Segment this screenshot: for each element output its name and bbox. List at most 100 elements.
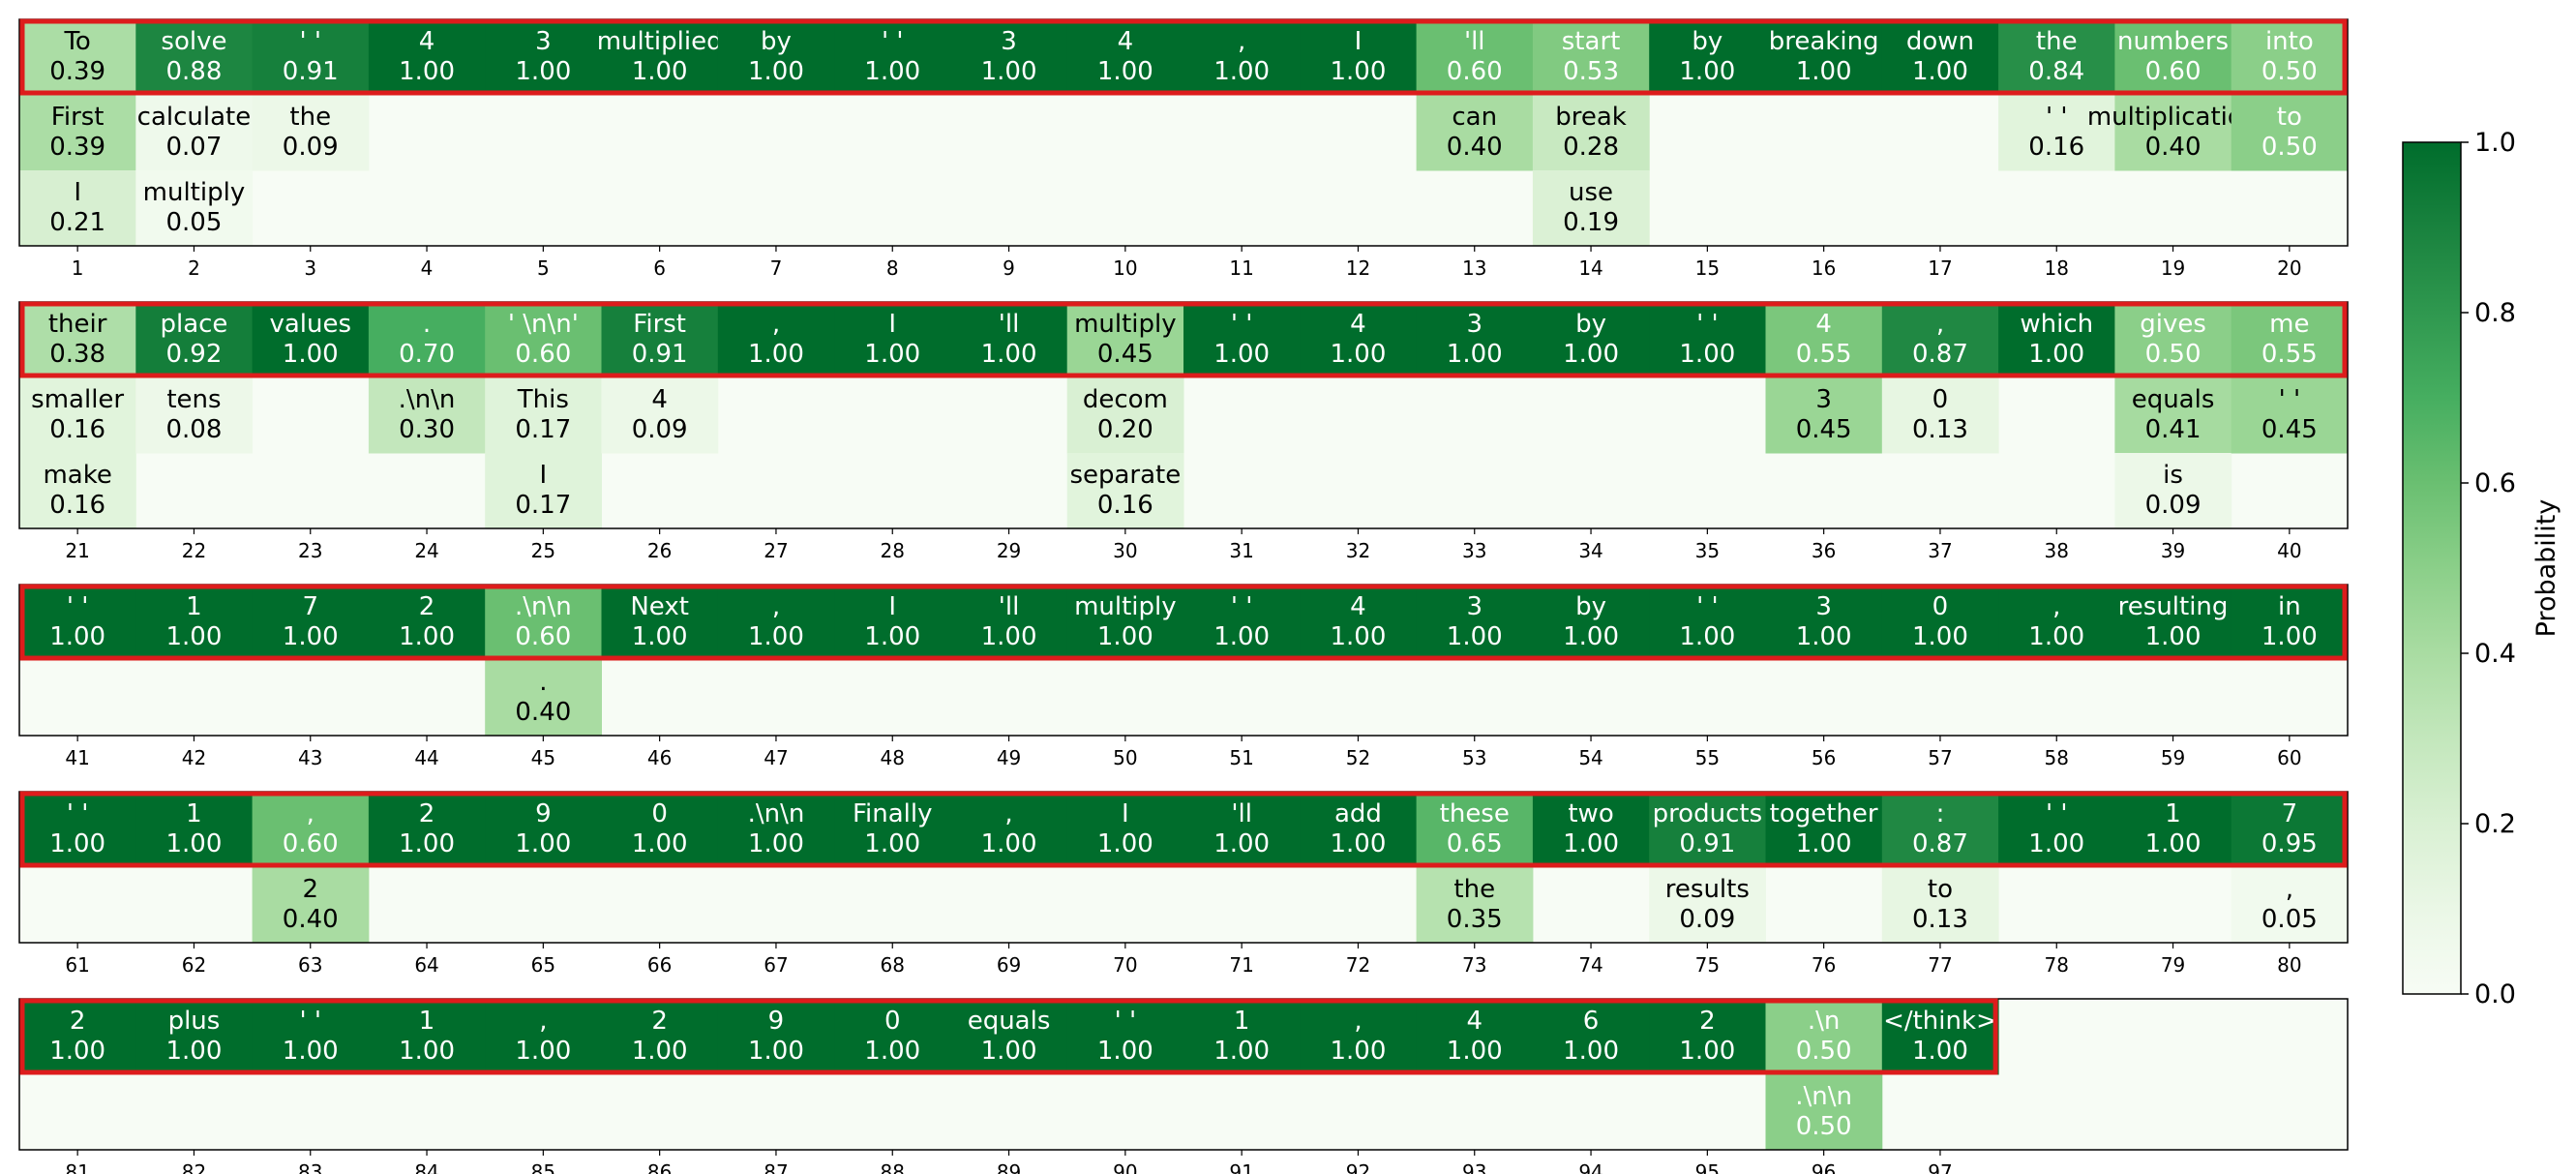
cell-token-label: into [2265, 27, 2314, 56]
heatmap-cell [485, 999, 602, 1075]
position-index-label: 65 [531, 953, 555, 977]
cell-token-label: numbers [2117, 27, 2229, 56]
cell-token-label: ' \n\n' [508, 310, 579, 339]
heatmap-cell [1066, 302, 1184, 378]
position-index-label: 11 [1229, 256, 1253, 280]
heatmap-cell [1649, 19, 1766, 96]
cell-probability-label: 1.00 [1331, 57, 1387, 86]
cell-token-label: ' ' [2279, 385, 2301, 414]
cell-probability-label: 0.53 [1563, 57, 1619, 86]
position-index-label: 69 [997, 953, 1021, 977]
heatmap-cell [252, 302, 370, 378]
cell-token-label: solve [161, 27, 226, 56]
position-index-label: 87 [764, 1160, 788, 1174]
cell-probability-label: 0.88 [166, 57, 223, 86]
position-index-label: 86 [647, 1160, 672, 1174]
cell-probability-label: 1.00 [1331, 340, 1387, 369]
heatmap-cell [368, 792, 486, 868]
cell-probability-label: 1.00 [748, 340, 804, 369]
cell-probability-label: 0.05 [2261, 905, 2318, 934]
heatmap-cell [1416, 792, 1534, 868]
cell-token-label: 'll [1231, 799, 1252, 828]
position-index-label: 41 [65, 746, 89, 769]
position-index-label: 5 [537, 256, 550, 280]
cell-probability-label: 0.07 [166, 133, 223, 162]
heatmap-cell [1183, 585, 1301, 661]
cell-token-label: ' ' [299, 27, 321, 56]
heatmap-cell [1066, 999, 1184, 1075]
colorbar: 0.0 0.2 0.4 0.6 0.8 1.0 Probability [2402, 128, 2561, 1009]
cell-probability-label: 1.00 [1563, 829, 1619, 858]
cell-token-label: ' ' [2046, 103, 2068, 132]
cell-token-label: 4 [651, 385, 668, 414]
position-index-label: 1 [72, 256, 84, 280]
cell-token-label: To [63, 27, 90, 56]
cell-probability-label: 1.00 [864, 1037, 920, 1066]
cell-probability-label: 0.39 [49, 57, 105, 86]
heatmap-cell [135, 170, 254, 247]
position-index-label: 6 [653, 256, 666, 280]
cell-token-label: 2 [419, 592, 435, 621]
position-index-label: 66 [647, 953, 672, 977]
cell-token-label: place [160, 310, 227, 339]
position-index-label: 84 [414, 1160, 438, 1174]
panel-2: their0.38smaller0.16make0.16place0.92ten… [18, 301, 2349, 562]
cell-token-label: multiply [1074, 310, 1177, 339]
cell-token-label: 3 [1001, 27, 1017, 56]
cell-token-label: , [1238, 27, 1245, 56]
heatmap-cell [1416, 95, 1534, 171]
heatmap-cell [252, 867, 370, 944]
position-index-label: 97 [1928, 1160, 1952, 1174]
heatmap-cell [1649, 867, 1766, 944]
position-index-label: 39 [2161, 539, 2185, 562]
cell-probability-label: 0.40 [2145, 133, 2202, 162]
cell-probability-label: 0.70 [399, 340, 455, 369]
cell-probability-label: 1.00 [399, 57, 455, 86]
heatmap-cell [1416, 867, 1534, 944]
position-index-label: 8 [886, 256, 899, 280]
heatmap-cell [717, 302, 835, 378]
position-index-label: 29 [997, 539, 1021, 562]
cell-probability-label: 0.30 [399, 415, 455, 444]
cell-token-label: I [888, 310, 896, 339]
cell-token-label: This [517, 385, 569, 414]
cell-token-label: by [1692, 27, 1722, 56]
cell-probability-label: 1.00 [2145, 829, 2202, 858]
cell-probability-label: 0.09 [632, 415, 688, 444]
cell-probability-label: 1.00 [1563, 1037, 1619, 1066]
cell-token-label: , [1004, 799, 1012, 828]
heatmap-cell [601, 19, 719, 96]
position-index-label: 51 [1229, 746, 1253, 769]
position-index-label: 95 [1695, 1160, 1720, 1174]
position-index-label: 55 [1695, 746, 1720, 769]
position-index-label: 7 [770, 256, 783, 280]
cell-probability-label: 0.60 [515, 622, 571, 651]
heatmap-cell [1416, 19, 1534, 96]
cell-token-label: 7 [2282, 799, 2298, 828]
panel-3: ' '1.0011.0071.0021.00.\n\n0.60.0.40Next… [18, 584, 2349, 769]
position-index-label: 35 [1695, 539, 1720, 562]
position-index-label: 24 [414, 539, 438, 562]
heatmap-cell [717, 999, 835, 1075]
cell-token-label: plus [168, 1007, 221, 1036]
colorbar-ticks: 0.0 0.2 0.4 0.6 0.8 1.0 [2461, 128, 2516, 1009]
cell-probability-label: 1.00 [1447, 622, 1503, 651]
cell-probability-label: 0.84 [2028, 57, 2084, 86]
position-index-label: 67 [764, 953, 788, 977]
heatmap-cell [19, 792, 136, 868]
cell-token-label: 'll [999, 592, 1020, 621]
cell-probability-label: 0.50 [1796, 1112, 1852, 1141]
heatmap-cell [1881, 19, 1999, 96]
position-index-label: 9 [1003, 256, 1015, 280]
heatmap-cell [1998, 95, 2115, 171]
cell-probability-label: 0.60 [515, 340, 571, 369]
cell-token-label: 4 [1350, 592, 1366, 621]
position-index-label: 58 [2045, 746, 2069, 769]
position-index-label: 26 [647, 539, 672, 562]
heatmap-cell [601, 377, 719, 454]
position-index-label: 16 [1812, 256, 1836, 280]
heatmap-cell [19, 19, 136, 96]
cell-probability-label: 0.16 [2028, 133, 2084, 162]
cell-probability-label: 1.00 [166, 1037, 223, 1066]
